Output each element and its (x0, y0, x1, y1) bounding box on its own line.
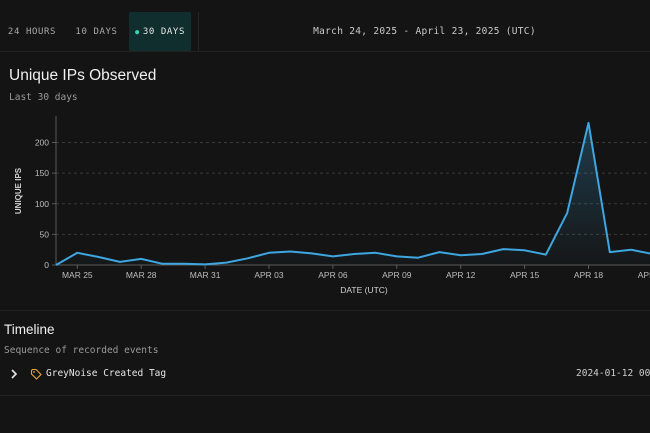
y-axis-label: UNIQUE IPS (14, 167, 23, 214)
chart-area (56, 122, 650, 265)
divider (0, 395, 650, 396)
active-dot-icon: ● (135, 27, 140, 36)
event-label: GreyNoise Created Tag (46, 368, 167, 379)
y-tick-label: 0 (44, 260, 49, 270)
timeline-subtitle: Sequence of recorded events (4, 345, 159, 356)
x-tick-label: APR 03 (254, 270, 284, 280)
x-tick-label: APR 09 (382, 270, 412, 280)
chevron-right-icon[interactable] (9, 368, 19, 380)
y-tick-label: 50 (40, 229, 50, 239)
divider (0, 51, 650, 52)
x-axis-label: DATE (UTC) (340, 285, 388, 295)
y-tick-label: 200 (35, 138, 49, 148)
event-date: 2024-01-12 00: (576, 368, 650, 379)
x-tick-label: APR 06 (318, 270, 348, 280)
x-tick-label: APR 21 (638, 270, 650, 280)
y-tick-label: 150 (35, 168, 49, 178)
x-tick-label: MAR 28 (126, 270, 157, 280)
tab-30-days[interactable]: ● 30 DAYS (129, 12, 191, 51)
divider (198, 12, 199, 51)
x-tick-label: APR 18 (574, 270, 604, 280)
unique-ips-chart: MAR 25 MAR 28 MAR 31 APR 03 APR 06 APR 09 APR … (14, 116, 650, 295)
timeline-title: Timeline (4, 322, 55, 337)
divider (0, 310, 650, 311)
x-tick-label: MAR 25 (62, 270, 93, 280)
time-range-tabs: 24 HOURS 10 DAYS ● 30 DAYS (0, 12, 198, 51)
chart-line (55, 121, 650, 266)
x-tick-label: APR 12 (446, 270, 476, 280)
timeline-event-row[interactable]: GreyNoise Created Tag 2024-01-12 00: (0, 363, 650, 385)
date-range: March 24, 2025 - April 23, 2025 (UTC) (313, 26, 536, 37)
panel-subtitle: Last 30 days (9, 92, 78, 103)
tag-icon (30, 368, 42, 380)
tab-10-days[interactable]: 10 DAYS (75, 26, 118, 37)
tab-24-hours[interactable]: 24 HOURS (7, 26, 57, 37)
panel-title: Unique IPs Observed (9, 67, 157, 84)
x-tick-label: APR 15 (510, 270, 540, 280)
y-tick-label: 100 (35, 199, 49, 209)
tab-30-days-label: 30 DAYS (142, 26, 185, 37)
x-tick-label: MAR 31 (190, 270, 221, 280)
